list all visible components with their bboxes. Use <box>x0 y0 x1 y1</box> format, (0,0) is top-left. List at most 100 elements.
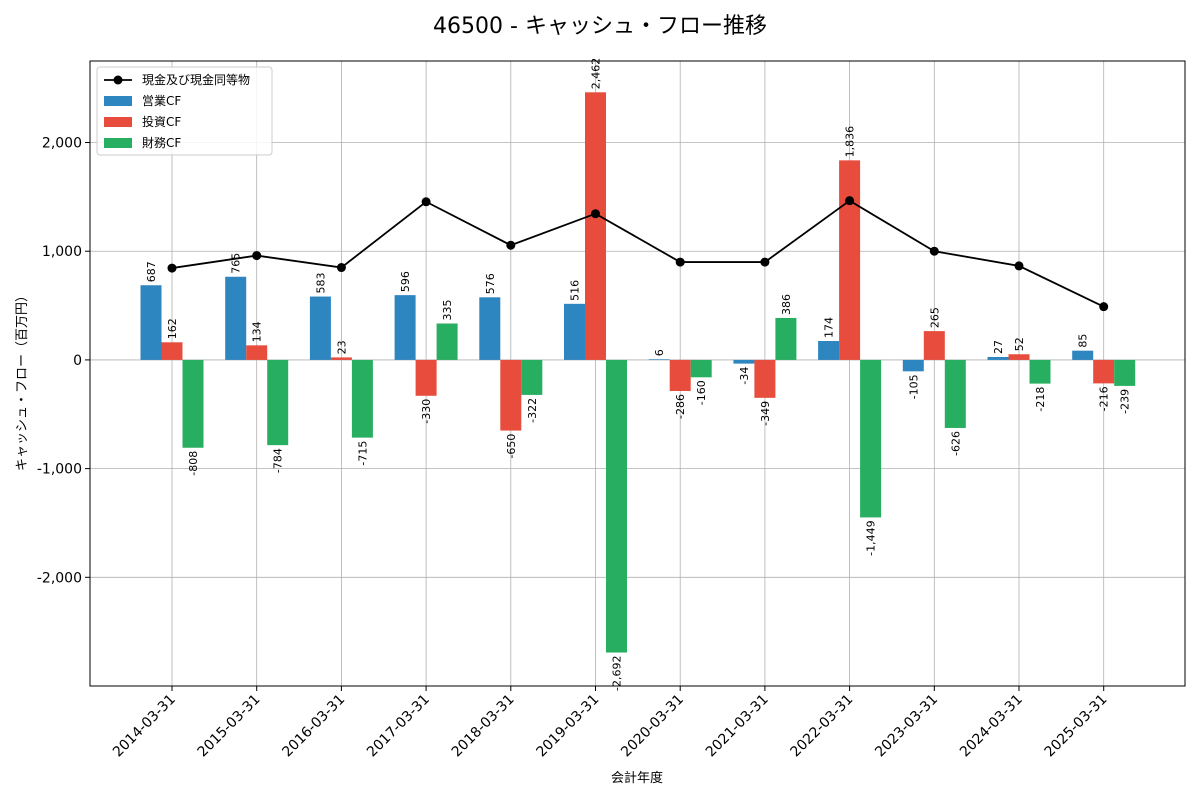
data-label: -239 <box>1119 389 1132 414</box>
bar <box>309 296 331 360</box>
legend-swatch <box>104 138 132 148</box>
data-label: 265 <box>928 307 941 328</box>
bar <box>182 359 204 448</box>
bar <box>225 276 247 360</box>
cash-point <box>929 246 939 256</box>
chart-title: 46500 - キャッシュ・フロー推移 <box>433 14 767 39</box>
x-tick-label: 2020-03-31 <box>618 692 687 761</box>
data-label: 27 <box>992 340 1005 354</box>
data-label: 52 <box>1013 337 1026 351</box>
cash-point <box>421 197 431 207</box>
data-label: -216 <box>1098 386 1111 411</box>
bar <box>775 317 797 360</box>
bar <box>1072 350 1094 360</box>
bar <box>839 160 861 360</box>
data-label: -626 <box>949 431 962 456</box>
legend-box <box>96 66 273 156</box>
x-tick-label: 2015-03-31 <box>195 692 264 761</box>
x-tick-label: 2023-03-31 <box>872 692 941 761</box>
data-label: 134 <box>251 321 264 342</box>
data-label: -322 <box>526 398 539 423</box>
x-tick-label: 2021-03-31 <box>703 692 772 761</box>
x-tick-label: 2018-03-31 <box>449 692 518 761</box>
data-labels: 687 765 583 596 576 516 6 -34 174 -105 27 85 162 134 2… <box>145 58 1132 691</box>
x-tick-label: 2024-03-31 <box>957 692 1026 761</box>
legend-label: 財務CF <box>142 135 181 150</box>
bar <box>415 359 437 396</box>
cash-point <box>506 240 516 250</box>
bar <box>669 359 691 391</box>
data-label: 596 <box>399 271 412 292</box>
bar <box>479 297 501 360</box>
data-label: -160 <box>695 380 708 405</box>
data-label: 162 <box>166 318 179 339</box>
bar <box>1114 359 1136 386</box>
y-tick-label: -2,000 <box>37 570 82 586</box>
legend-label: 営業CF <box>142 94 181 108</box>
x-axis-title: 会計年度 <box>611 770 663 786</box>
data-label: -34 <box>738 367 751 385</box>
bar <box>564 303 585 360</box>
data-label: -286 <box>674 394 687 419</box>
x-tick-label: 2017-03-31 <box>364 692 433 761</box>
y-axis-title: キャッシュ・フロー（百万円） <box>15 289 30 471</box>
data-label: 2,462 <box>590 58 603 90</box>
cash-point <box>845 196 855 206</box>
legend-label: 現金及び現金同等物 <box>142 72 250 87</box>
cash-line-path <box>171 199 1105 308</box>
data-label: -2,692 <box>611 656 624 691</box>
cash-point <box>675 257 685 267</box>
bar <box>330 357 352 360</box>
legend-marker <box>113 75 123 85</box>
bar <box>754 359 776 398</box>
cash-line <box>167 196 1109 312</box>
bar <box>351 359 373 438</box>
data-label: 1,836 <box>844 126 857 158</box>
cash-point <box>591 209 600 219</box>
cash-point <box>1014 261 1024 271</box>
data-label: 174 <box>823 317 836 338</box>
x-tick-label: 2025-03-31 <box>1042 692 1111 761</box>
cash-point <box>252 251 262 261</box>
bar <box>860 359 882 518</box>
bar <box>690 359 712 378</box>
bar <box>987 356 1009 360</box>
data-label: -715 <box>356 441 369 466</box>
x-tick-label: 2016-03-31 <box>279 692 348 761</box>
data-label: -1,449 <box>865 520 878 555</box>
plot-frame <box>89 60 1186 687</box>
bar <box>733 359 755 364</box>
bar <box>648 359 670 360</box>
data-label: 516 <box>569 280 582 301</box>
bar <box>818 341 840 360</box>
bar <box>1008 354 1030 360</box>
data-label: 23 <box>335 340 348 354</box>
data-label: -808 <box>187 451 200 476</box>
legend-swatch <box>104 117 132 127</box>
cash-point <box>760 257 770 267</box>
bar <box>394 295 416 360</box>
bar <box>923 331 945 360</box>
data-label: -105 <box>907 374 920 399</box>
y-tick-label: 0 <box>73 353 82 369</box>
cash-point <box>336 263 346 273</box>
data-label: 85 <box>1077 334 1090 348</box>
y-tick-label: -1,000 <box>37 462 82 478</box>
data-label: 576 <box>484 273 497 294</box>
bar <box>585 92 606 360</box>
legend-swatch <box>104 96 132 106</box>
x-tick-label: 2022-03-31 <box>788 692 857 761</box>
data-label: -349 <box>759 401 772 426</box>
y-tick-label: 2,000 <box>42 136 82 152</box>
data-label: -650 <box>505 434 518 459</box>
bars <box>140 92 1136 653</box>
bar <box>140 285 162 360</box>
data-label: 335 <box>441 300 454 321</box>
x-tick-label: 2014-03-31 <box>110 692 179 761</box>
bar <box>161 342 183 360</box>
data-label: 765 <box>230 253 243 274</box>
legend-label: 投資CF <box>142 114 181 129</box>
